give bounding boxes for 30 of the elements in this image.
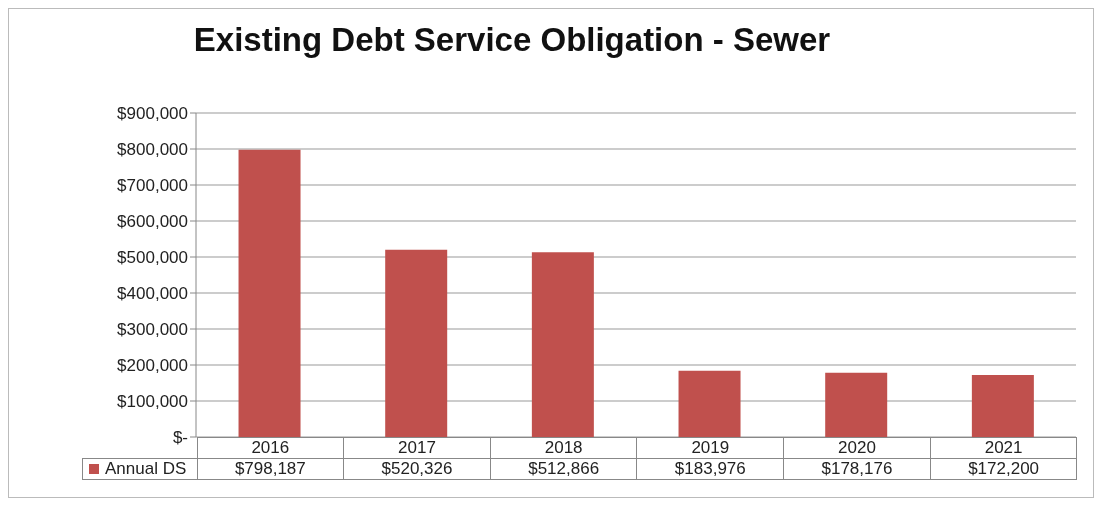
data-label: $798,187 [197, 458, 344, 480]
y-tick-label: $900,000 [117, 104, 188, 124]
data-label: $183,976 [636, 458, 784, 480]
y-tick-label: $200,000 [117, 356, 188, 376]
x-tick-label: 2018 [490, 437, 637, 459]
x-tick-label: 2019 [636, 437, 784, 459]
chart-title: Existing Debt Service Obligation - Sewer [192, 21, 832, 59]
bar [238, 149, 301, 437]
y-tick-label: $300,000 [117, 320, 188, 340]
data-label: $512,866 [490, 458, 637, 480]
y-tick-label: $600,000 [117, 212, 188, 232]
legend-label: Annual DS [82, 458, 197, 480]
x-tick-label: 2016 [197, 437, 344, 459]
data-label: $178,176 [783, 458, 931, 480]
y-tick-label: $500,000 [117, 248, 188, 268]
data-label: $172,200 [930, 458, 1077, 480]
x-tick-label: 2017 [343, 437, 491, 459]
y-tick-label: $700,000 [117, 176, 188, 196]
y-tick-label: $800,000 [117, 140, 188, 160]
bar [678, 370, 741, 437]
x-tick-label: 2020 [783, 437, 931, 459]
y-tick-label: $400,000 [117, 284, 188, 304]
bar [531, 252, 594, 437]
y-tick-label: $- [172, 428, 188, 448]
bar [385, 249, 448, 437]
bar [971, 375, 1034, 437]
bar [825, 372, 888, 437]
x-tick-label: 2021 [930, 437, 1077, 459]
y-tick-label: $100,000 [117, 392, 188, 412]
data-label: $520,326 [343, 458, 491, 480]
